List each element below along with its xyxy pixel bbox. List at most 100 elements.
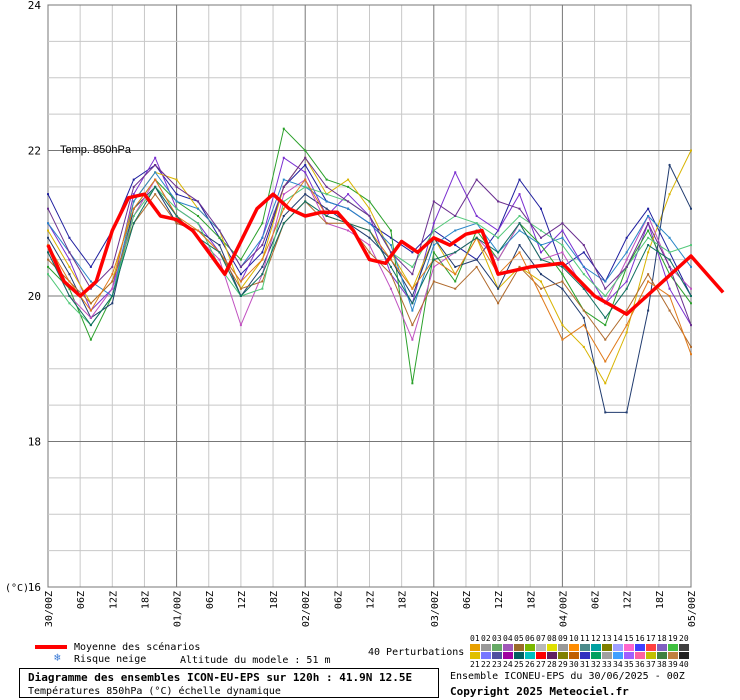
member-point [411, 265, 414, 268]
member-point [325, 214, 328, 217]
member-point [111, 280, 114, 283]
member-point [604, 324, 607, 327]
perturbation-swatch [646, 652, 656, 659]
member-point [625, 411, 628, 414]
member-point [89, 287, 92, 290]
y-unit-label: (°C) [5, 583, 29, 594]
perturbation-code: 25 [514, 660, 524, 669]
member-point [68, 280, 71, 283]
perturbation-code: 16 [635, 634, 645, 643]
member-point [647, 214, 650, 217]
perturbation-code: 07 [536, 634, 546, 643]
x-tick-label: 01/00Z [173, 591, 184, 627]
copyright: Copyright 2025 Meteociel.fr [450, 685, 629, 698]
member-point [325, 207, 328, 210]
member-point [347, 193, 350, 196]
member-point [368, 207, 371, 210]
perturbation-swatch [503, 644, 513, 651]
member-point [411, 382, 414, 385]
perturbation-code: 37 [646, 660, 656, 669]
member-point [68, 273, 71, 276]
member-point [668, 236, 671, 239]
member-point [582, 251, 585, 254]
x-tick-label: 18Z [526, 591, 537, 609]
perturbation-code: 20 [679, 634, 689, 643]
footer-subtitle: Températures 850hPa (°C) échelle dynamiq… [28, 686, 281, 697]
member-point [561, 287, 564, 290]
member-point [454, 244, 457, 247]
member-point [282, 156, 285, 159]
member-point [561, 273, 564, 276]
perturbation-swatch [602, 652, 612, 659]
member-point [432, 280, 435, 283]
perturbation-swatch [569, 644, 579, 651]
perturbation-swatch [514, 652, 524, 659]
perturbation-swatch [580, 644, 590, 651]
member-point [561, 251, 564, 254]
perturbation-code: 19 [668, 634, 678, 643]
member-point [282, 200, 285, 203]
perturbation-code: 14 [613, 634, 623, 643]
member-point [111, 273, 114, 276]
member-point [582, 244, 585, 247]
member-point [89, 316, 92, 319]
member-point [47, 229, 49, 232]
member-point [132, 193, 135, 196]
perturbation-swatch [657, 652, 667, 659]
member-point [582, 316, 585, 319]
member-point [539, 251, 542, 254]
perturbation-code: 03 [492, 634, 502, 643]
perturbation-swatch [646, 644, 656, 651]
member-point [89, 324, 92, 327]
member-point [261, 222, 264, 225]
member-point [175, 193, 178, 196]
perturbation-code: 34 [613, 660, 623, 669]
member-point [239, 287, 242, 290]
member-point [47, 222, 49, 225]
perturbation-code: 02 [481, 634, 491, 643]
member-point [239, 273, 242, 276]
member-point [47, 236, 49, 239]
member-point [347, 178, 350, 181]
member-point [175, 178, 178, 181]
member-point [432, 200, 435, 203]
member-point [389, 229, 392, 232]
perturbation-code: 01 [470, 634, 480, 643]
perturbation-swatch [470, 644, 480, 651]
member-point [539, 273, 542, 276]
member-point [647, 229, 650, 232]
member-point [325, 193, 328, 196]
member-point [47, 207, 49, 210]
member-point [411, 324, 414, 327]
member-point [647, 280, 650, 283]
member-point [282, 185, 285, 188]
perturbation-swatch [492, 644, 502, 651]
member-point [304, 185, 307, 188]
perturbation-code: 17 [646, 634, 656, 643]
member-point [304, 193, 307, 196]
member-point [282, 207, 285, 210]
y-tick-label: 22 [28, 145, 41, 158]
member-point [132, 178, 135, 181]
member-point [497, 236, 500, 239]
member-point [690, 302, 692, 305]
member-point [454, 214, 457, 217]
member-point [690, 324, 692, 327]
member-point [475, 178, 478, 181]
x-tick-label: 06Z [205, 591, 216, 609]
y-tick-label: 20 [28, 290, 41, 303]
member-point [218, 244, 221, 247]
member-point [368, 251, 371, 254]
member-point [518, 251, 521, 254]
perturbation-swatch [558, 652, 568, 659]
chart-grid [47, 4, 692, 588]
member-point [68, 302, 71, 305]
member-point [411, 309, 414, 312]
member-point [325, 185, 328, 188]
perturbation-swatch [525, 652, 535, 659]
member-point [132, 185, 135, 188]
perturbation-code: 31 [580, 660, 590, 669]
member-point [411, 287, 414, 290]
member-point [582, 324, 585, 327]
